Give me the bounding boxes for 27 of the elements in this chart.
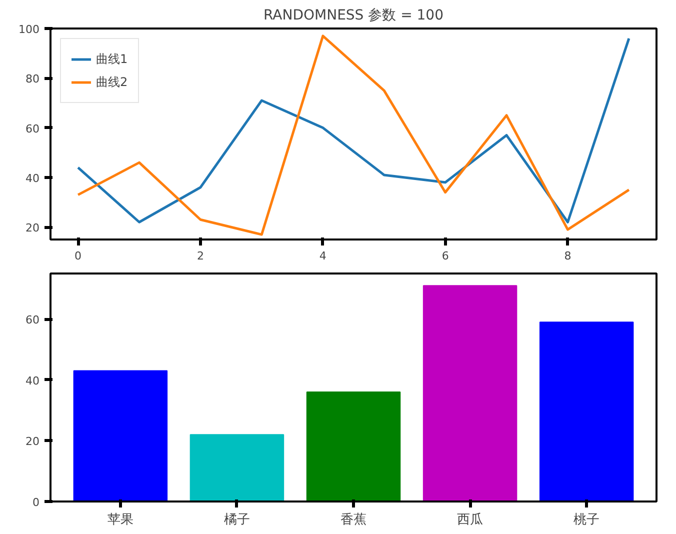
- y-tick-label: 60: [26, 122, 40, 136]
- bar: [422, 285, 518, 502]
- x-tick-label: 橘子: [224, 512, 250, 528]
- bar: [306, 392, 401, 502]
- chart-title: RANDOMNESS 参数 = 100: [264, 8, 444, 24]
- x-tick-label: 4: [319, 250, 326, 262]
- x-tick-label: 8: [564, 250, 572, 262]
- y-tick-label: 80: [26, 72, 40, 86]
- x-tick-label: 2: [196, 250, 204, 262]
- y-tick-label: 40: [26, 172, 40, 185]
- legend-label: 曲线1: [96, 50, 128, 68]
- legend-label: 曲线2: [96, 74, 128, 90]
- y-tick-label: 100: [18, 23, 40, 36]
- x-tick-label: 0: [74, 250, 82, 262]
- y-tick-label: 40: [26, 374, 40, 388]
- x-tick-label: 桃子: [574, 512, 600, 528]
- x-tick-label: 苹果: [107, 512, 134, 528]
- x-tick-label: 香蕉: [340, 512, 366, 528]
- x-tick-label: 6: [442, 250, 449, 262]
- y-tick-label: 60: [26, 314, 40, 327]
- y-tick-label: 20: [26, 222, 40, 235]
- bar: [190, 434, 284, 502]
- bar: [539, 322, 634, 502]
- y-tick-label: 20: [26, 435, 40, 448]
- x-tick-label: 西瓜: [457, 512, 484, 528]
- y-tick-label: 0: [32, 496, 40, 509]
- bar: [73, 370, 168, 502]
